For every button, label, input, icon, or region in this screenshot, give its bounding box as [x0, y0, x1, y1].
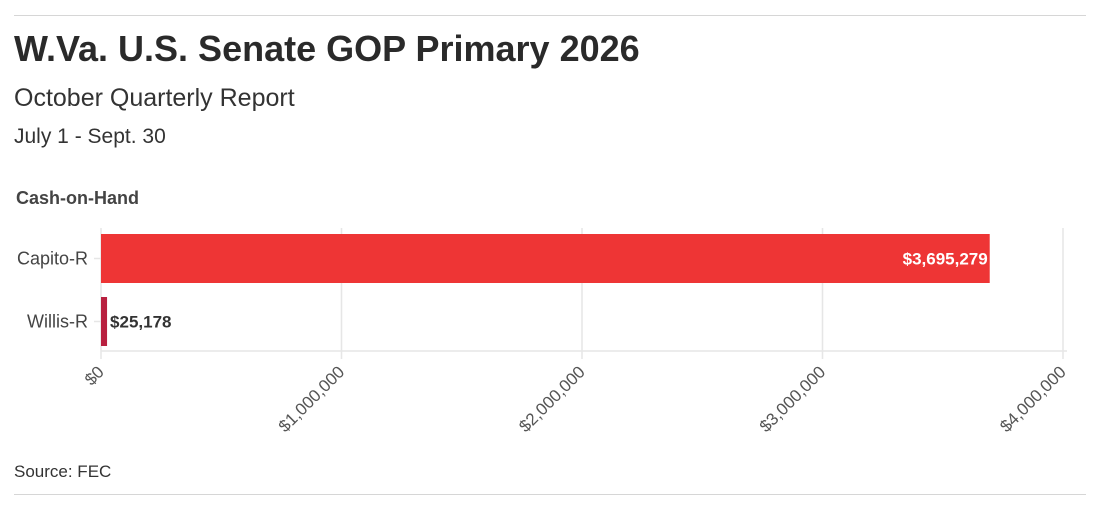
- bar-willis-r: [101, 297, 108, 346]
- source-note: Source: FEC: [14, 462, 112, 481]
- bar-chart: $0 $1,000,000 $2,000,000 $3,000,000 $4,000,0…: [17, 228, 1070, 436]
- data-label: $25,178: [110, 313, 171, 332]
- bottom-rule: [14, 494, 1086, 495]
- bar-capito-r: [101, 234, 990, 283]
- report-period: July 1 - Sept. 30: [14, 125, 166, 148]
- subtitle: October Quarterly Report: [14, 84, 295, 112]
- page-title: W.Va. U.S. Senate GOP Primary 2026: [14, 28, 640, 69]
- chart-title: Cash-on-Hand: [16, 188, 139, 208]
- data-label: $3,695,279: [903, 250, 988, 269]
- y-category-label: Willis-R: [27, 312, 88, 332]
- x-tick-label: $4,000,000: [996, 362, 1070, 436]
- x-tick-label: $3,000,000: [756, 362, 830, 436]
- top-rule: [14, 15, 1086, 16]
- x-tick-label: $1,000,000: [275, 362, 349, 436]
- y-category-label: Capito-R: [17, 249, 88, 269]
- x-tick-label: $0: [81, 362, 108, 389]
- x-tick-label: $2,000,000: [515, 362, 589, 436]
